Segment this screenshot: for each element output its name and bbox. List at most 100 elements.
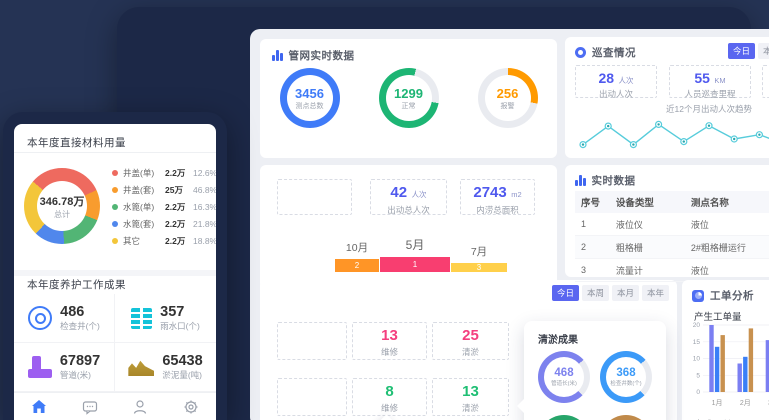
stat-label: 人员巡查里程 [684, 89, 736, 99]
month-rank-col: 7月 3 [451, 244, 507, 272]
month-bar: 2 [335, 259, 379, 272]
maintain-box-hidden [277, 378, 347, 416]
nav-profile[interactable] [128, 395, 152, 419]
maintain-repair-pink: 13 维修 [352, 322, 427, 360]
ring-well-count: 368 检查井数(个) [600, 351, 652, 403]
tab-week[interactable]: 本周 [581, 285, 609, 301]
stat-value: 42 [390, 184, 408, 201]
stat-value: 13 [462, 383, 479, 400]
pipe-icon [27, 356, 52, 378]
patrol-stat-vehicle-km: 234 KM 车辆巡查里程 [762, 65, 769, 98]
flood-stat-area: 2743 m2 内涝总面积 [460, 179, 535, 215]
patrol-stat-person-km: 55 KM 人员巡查里程 [669, 65, 751, 99]
legend-item: 水篦(套) 2.2万 21.8% [112, 215, 216, 232]
svg-text:0: 0 [696, 389, 700, 396]
flood-panel: 42 人次 出动总人次 2743 m2 内涝总面积 10月 2 5月 1 [260, 165, 557, 289]
bar-chart-icon [575, 175, 586, 186]
ring-value: 1299 [394, 85, 423, 101]
sludge-icon [128, 360, 155, 376]
realtime-table: 序号 设备类型 测点名称 报警内容 1 液位仪 液位 2.29m [575, 191, 769, 282]
panel-title: 实时数据 [591, 175, 636, 187]
month-rank: 1 [412, 260, 418, 269]
tab-today[interactable]: 今日 [727, 43, 755, 59]
patrol-trend-chart [579, 120, 769, 149]
workorder-icon [692, 289, 704, 302]
maintain-box-hidden [277, 322, 347, 360]
ring-value: 3456 [295, 85, 324, 101]
work-stat-sludge: 65438 淤泥量(吨) [115, 343, 216, 392]
ring-partial-brown [600, 415, 652, 420]
home-icon [32, 399, 47, 413]
maintain-repair-green: 8 维修 [352, 378, 427, 416]
stat-label: 内涝总面积 [476, 205, 519, 215]
dredge-result-popup: 清淤成果 468 管道长(米) 368 检查井数(个) [517, 321, 666, 420]
ring-label: 管道长(米) [551, 381, 577, 387]
trend-title: 近12个月出动人次趋势 [666, 104, 752, 114]
workorder-panel: 工单分析 产生工单量 051015201月2月3月4月5月 完成工单量 [682, 280, 769, 420]
material-donut-chart: 346.78万 总计 [24, 168, 100, 244]
table-row[interactable]: 2 粗格栅 2#粗格栅运行 2.29m [575, 235, 769, 259]
nav-settings[interactable] [179, 395, 203, 419]
month-label: 10月 [345, 242, 369, 254]
tab-year[interactable]: 本年 [641, 285, 669, 301]
work-panel-title: 本年度养护工作成果 [27, 279, 126, 291]
col-device-type: 设备类型 [609, 191, 685, 213]
table-row[interactable]: 1 液位仪 液位 2.29m [575, 213, 769, 236]
svg-text:20: 20 [693, 322, 701, 329]
popup-title: 清淤成果 [538, 335, 578, 346]
legend-item: 其它 2.2万 18.8% [112, 232, 216, 249]
legend-item: 水篦(单) 2.2万 16.3% [112, 198, 216, 215]
ring-label: 测点总数 [295, 102, 324, 110]
svg-text:15: 15 [693, 339, 701, 346]
stat-label: 维修 [380, 347, 398, 357]
month-label: 7月 [470, 246, 488, 258]
ring-label: 报警 [500, 102, 515, 110]
chart-subtitle-created: 产生工单量 [694, 312, 742, 323]
maintain-dredge-green: 13 清淤 [432, 378, 509, 416]
month-bar: 1 [380, 257, 450, 272]
tab-today[interactable]: 今日 [551, 285, 579, 301]
chat-icon [82, 400, 97, 415]
ring-label: 检查井数(个) [610, 381, 642, 387]
work-stat-pipes: 67897 管道(米) [14, 343, 115, 392]
panel-title: 工单分析 [710, 290, 754, 302]
ring-value: 368 [616, 367, 636, 379]
svg-text:1月: 1月 [712, 399, 723, 407]
ring-value: 256 [496, 85, 519, 101]
user-icon [134, 399, 147, 414]
stat-value: 8 [385, 383, 394, 400]
material-legend: 井盖(单) 2.2万 12.6% 井盖(套) 25万 46.8% 水篦(单) 2… [112, 164, 216, 249]
tab-week[interactable]: 本周 [757, 43, 769, 59]
legend-dot [112, 220, 118, 227]
donut-center-value: 346.78万 [39, 195, 85, 208]
workorder-bar-chart: 051015201月2月3月4月5月 [693, 322, 769, 407]
stat-label: 清淤 [461, 403, 479, 413]
gear-icon [184, 400, 198, 413]
patrol-panel: 巡查情况 今日 本周 本月 本年 28 人次 出动人次 55 KM 人员巡查里程 [565, 37, 769, 158]
col-point-name: 测点名称 [684, 191, 769, 213]
stat-label: 清淤 [461, 347, 479, 357]
ring-normal: 1299 正常 [378, 68, 439, 128]
svg-text:10: 10 [693, 356, 701, 363]
table-row[interactable]: 3 流量计 液位 32m/h [575, 258, 769, 282]
legend-dot [112, 169, 118, 176]
work-stat-wells: 486 检查井(个) [14, 294, 115, 343]
stat-value: 28 [598, 70, 615, 86]
stat-unit: 人次 [618, 76, 634, 85]
stat-label: 出动总人次 [387, 205, 430, 215]
tab-month[interactable]: 本月 [611, 285, 639, 301]
nav-home[interactable] [27, 395, 51, 419]
table-header-row: 序号 设备类型 测点名称 报警内容 [575, 191, 769, 213]
phone-screen: 本年度直接材料用量 346.78万 总计 井盖(单) 2.2万 12.6% [14, 124, 216, 420]
stat-label: 出动人次 [598, 89, 633, 99]
nav-messages[interactable] [78, 395, 102, 419]
work-stat-inlets: 357 雨水口(个) [115, 294, 216, 343]
dashboard-canvas: 管网实时数据 3456 测点总数 1299 正常 [250, 29, 769, 420]
stat-unit: m2 [511, 190, 522, 199]
month-rank-col: 5月 1 [380, 236, 450, 272]
realtime-panel: 实时数据 序号 设备类型 测点名称 报警内容 1 液 [565, 165, 769, 282]
stat-value: 55 [694, 70, 710, 86]
panel-title: 管网实时数据 [288, 50, 355, 62]
legend-dot [112, 186, 118, 193]
